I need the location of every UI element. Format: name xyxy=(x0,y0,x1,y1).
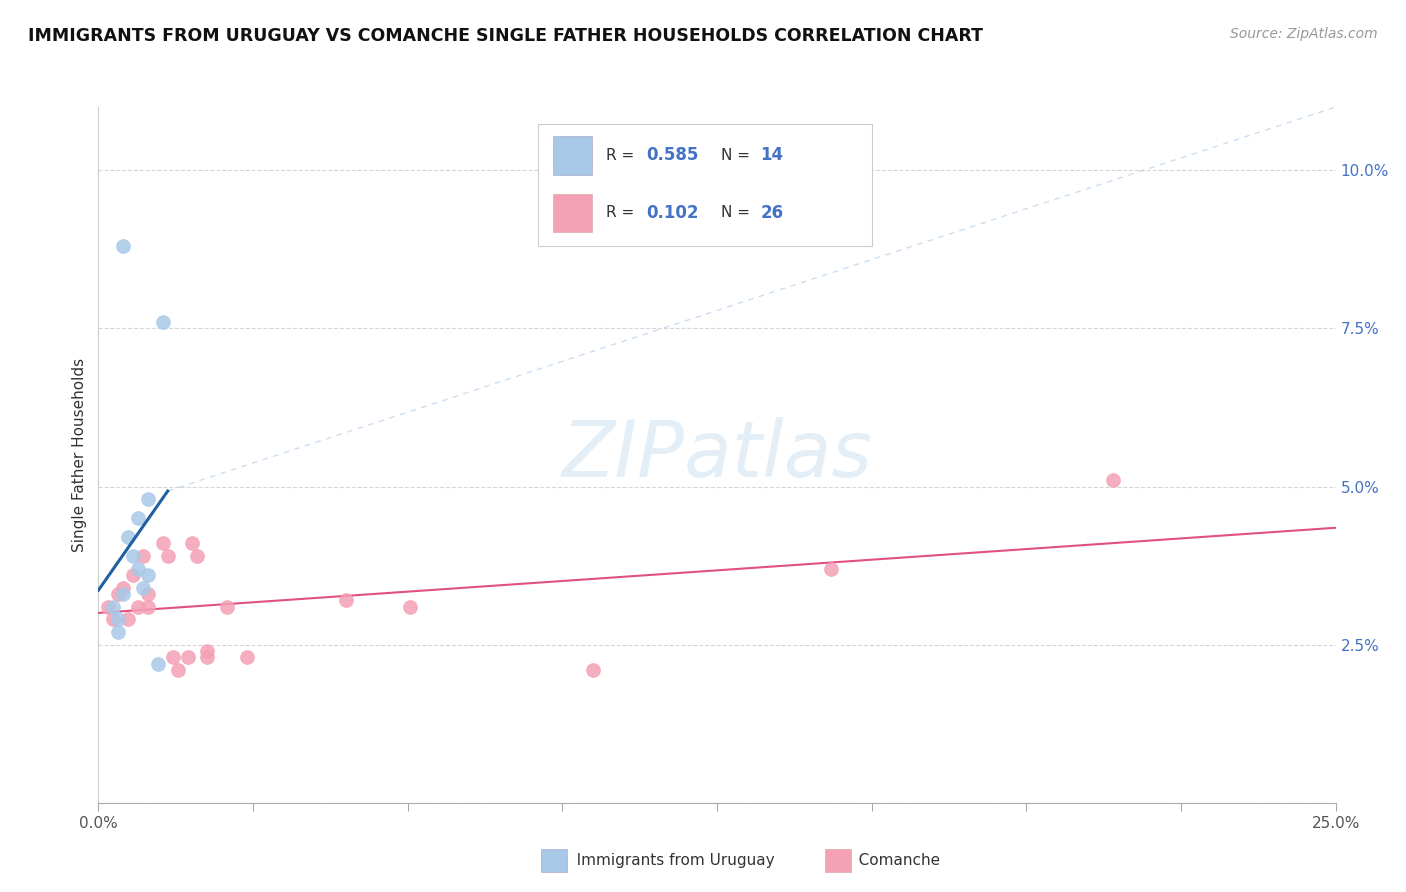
Point xyxy=(181,536,204,550)
Text: Comanche: Comanche xyxy=(844,854,939,868)
Text: 0.585: 0.585 xyxy=(647,146,699,164)
Point xyxy=(107,587,129,601)
Point xyxy=(103,612,125,626)
FancyBboxPatch shape xyxy=(537,124,872,246)
Y-axis label: Single Father Households: Single Father Households xyxy=(72,358,87,552)
Point xyxy=(217,599,239,614)
FancyBboxPatch shape xyxy=(553,136,592,175)
Point xyxy=(107,625,129,640)
Text: 0.102: 0.102 xyxy=(647,203,699,222)
Point xyxy=(136,599,159,614)
Point xyxy=(820,562,842,576)
Point xyxy=(152,315,174,329)
Point xyxy=(166,663,188,677)
Point xyxy=(122,549,145,563)
Point xyxy=(117,612,139,626)
Point xyxy=(236,650,259,665)
Point xyxy=(132,581,155,595)
Text: N =: N = xyxy=(721,205,755,220)
Text: R =: R = xyxy=(606,147,638,162)
Point xyxy=(176,650,198,665)
Point xyxy=(107,612,129,626)
Point xyxy=(195,644,218,658)
Text: IMMIGRANTS FROM URUGUAY VS COMANCHE SINGLE FATHER HOUSEHOLDS CORRELATION CHART: IMMIGRANTS FROM URUGUAY VS COMANCHE SING… xyxy=(28,27,983,45)
Text: 26: 26 xyxy=(761,203,783,222)
Text: R =: R = xyxy=(606,205,638,220)
Point xyxy=(122,568,145,582)
Point xyxy=(103,599,125,614)
Point xyxy=(97,599,120,614)
Point xyxy=(136,568,159,582)
Point xyxy=(162,650,184,665)
Text: Source: ZipAtlas.com: Source: ZipAtlas.com xyxy=(1230,27,1378,41)
Point xyxy=(195,650,218,665)
Point xyxy=(112,581,135,595)
Point xyxy=(186,549,208,563)
Point xyxy=(136,492,159,507)
Point xyxy=(156,549,179,563)
Point xyxy=(117,530,139,544)
Point xyxy=(127,599,149,614)
Point xyxy=(127,562,149,576)
Point xyxy=(132,549,155,563)
Point xyxy=(152,536,174,550)
Point xyxy=(335,593,357,607)
Point xyxy=(399,599,422,614)
Point xyxy=(112,239,135,253)
Text: N =: N = xyxy=(721,147,755,162)
FancyBboxPatch shape xyxy=(553,194,592,232)
Point xyxy=(146,657,169,671)
Point xyxy=(136,587,159,601)
Point xyxy=(582,663,605,677)
Point xyxy=(112,587,135,601)
Text: 14: 14 xyxy=(761,146,783,164)
Point xyxy=(1102,473,1125,487)
Text: Immigrants from Uruguay: Immigrants from Uruguay xyxy=(562,854,775,868)
Text: ZIPatlas: ZIPatlas xyxy=(561,417,873,493)
Point xyxy=(127,511,149,525)
